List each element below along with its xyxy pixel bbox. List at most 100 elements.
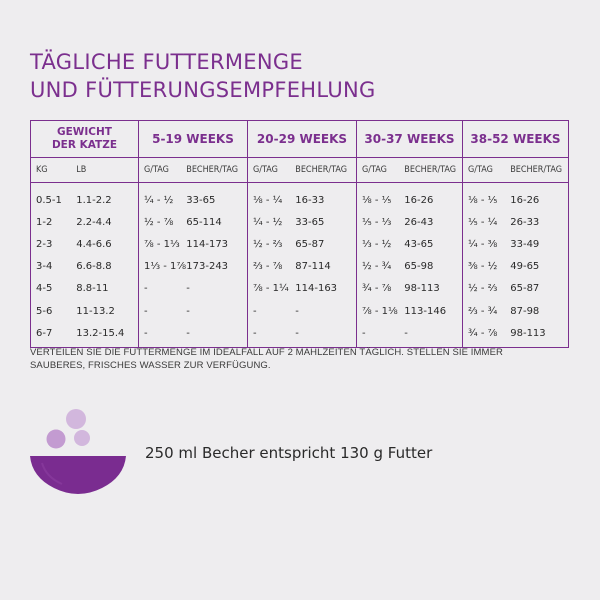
table-cell: ⅞ - 1⅓: [143, 238, 180, 250]
table-cell: -: [252, 305, 257, 317]
table-group-header-row: GEWICHT DER KATZE 5-19 WEEKS 20-29 WEEKS…: [30, 120, 570, 158]
table-cell: 16-26: [399, 182, 463, 212]
table-cell: 16-26: [505, 182, 570, 212]
table-cell: ⅕ - ⅓: [362, 216, 392, 228]
table-cell: ⅔ - ⅞: [252, 261, 283, 273]
table-cell: 2.2-4.4: [71, 211, 139, 234]
note-line-1: VERTEILEN SIE DIE FUTTERMENGE IM IDEALFA…: [30, 347, 503, 358]
weight-header-line-2: DER KATZE: [51, 139, 117, 151]
table-cell: ⅜ - ½: [467, 261, 498, 273]
table-cell: 114-163: [290, 277, 358, 300]
title-line-2: UND FÜTTERUNGSEMPFEHLUNG: [30, 78, 376, 102]
table-cell: 98-113: [505, 322, 570, 349]
feeding-table: GEWICHT DER KATZE 5-19 WEEKS 20-29 WEEKS…: [30, 120, 570, 349]
table-cell: 2-3: [30, 233, 72, 256]
table-cell: 13.2-15.4: [71, 322, 139, 349]
table-cell: ⅛ - ⅕: [467, 194, 498, 206]
table-cell: 4.4-6.6: [71, 233, 139, 256]
table-cell: ¼ - ½: [252, 216, 283, 228]
table-cell: 173-243: [181, 255, 248, 278]
table-cell: ⅞ - 1¼: [252, 283, 289, 295]
table-cell: 6-7: [30, 322, 72, 349]
table-cell: ½ - ⅔: [467, 283, 498, 295]
sub-header-lb: LB: [71, 157, 139, 183]
table-cell: 6.6-8.8: [71, 255, 139, 278]
food-bowl-icon: [28, 405, 128, 500]
table-cell: 5-6: [30, 299, 72, 323]
cup-equivalence-text: 250 ml Becher entspricht 130 g Futter: [145, 444, 433, 462]
table-cell: 26-43: [399, 211, 463, 234]
sub-header-cup: BECHER/TAG: [290, 157, 358, 183]
table-cell: 33-65: [181, 182, 248, 212]
age-group-header: 5-19 WEEKS: [138, 120, 248, 158]
table-row: 1-2 2.2-4.4 ½ - ⅞ 65-114 ¼ - ½ 33-65 ⅕ - ⅓ 26-4…: [30, 211, 570, 234]
sub-header-cup: BECHER/TAG: [181, 157, 248, 183]
table-cell: 87-98: [505, 299, 570, 323]
table-cell: 65-98: [399, 255, 463, 278]
table-cell: 113-146: [399, 299, 463, 323]
sub-header-g: G/TAG: [138, 157, 182, 183]
sub-header-g: G/TAG: [247, 157, 291, 183]
sub-header-g: G/TAG: [462, 157, 506, 183]
table-cell: -: [290, 322, 358, 349]
table-cell: -: [143, 283, 148, 295]
table-cell: -: [290, 299, 358, 323]
table-cell: ¼ - ½: [143, 194, 174, 206]
table-cell: ½ - ⅞: [143, 216, 174, 228]
table-row: 4-5 8.8-11- - ⅞ - 1¼ 114-163 ¾ - ⅞ 98-113 ½ - ⅔…: [30, 277, 570, 300]
table-cell: 43-65: [399, 233, 463, 256]
table-cell: ⅞ - 1⅛: [362, 305, 398, 317]
weight-header-line-1: GEWICHT: [57, 126, 112, 138]
table-cell: 0.5-1: [30, 182, 72, 212]
sub-header-g: G/TAG: [356, 157, 400, 183]
table-cell: 4-5: [30, 277, 72, 300]
table-sub-header-row: KG LB G/TAG BECHER/TAG G/TAG BECHER/TAG …: [30, 157, 570, 183]
table-cell: ⅓ - ½: [362, 238, 392, 250]
table-cell: 16-33: [290, 182, 358, 212]
sub-header-cup: BECHER/TAG: [505, 157, 570, 183]
table-cell: 11-13.2: [71, 299, 139, 323]
table-cell: ⅛ - ¼: [252, 194, 283, 206]
table-cell: -: [247, 322, 291, 349]
table-cell: 1.1-2.2: [71, 182, 139, 212]
table-cell: 114-173: [181, 233, 248, 256]
table-cell: -: [181, 322, 248, 349]
table-cell: 98-113: [399, 277, 463, 300]
table-cell: ⅔ - ¾: [467, 305, 498, 317]
age-group-header: 20-29 WEEKS: [247, 120, 358, 158]
table-cell: 65-87: [505, 277, 570, 300]
table-cell: ¾ - ⅞: [362, 283, 392, 295]
feeding-note: VERTEILEN SIE DIE FUTTERMENGE IM IDEALFA…: [30, 346, 570, 372]
table-cell: -: [138, 322, 182, 349]
table-row: 0.5-1 1.1-2.2 ¼ - ½ 33-65 ⅛ - ¼ 16-33 ⅛ - ⅕ 16-…: [30, 182, 570, 212]
sub-header-cup: BECHER/TAG: [399, 157, 463, 183]
table-cell: 3-4: [30, 255, 72, 278]
table-cell: 1-2: [30, 211, 72, 234]
table-cell: ½ - ⅔: [252, 238, 283, 250]
age-group-header: 30-37 WEEKS: [356, 120, 463, 158]
table-cell: 33-49: [505, 233, 570, 256]
age-group-header: 38-52 WEEKS: [462, 120, 570, 158]
table-cell: -: [143, 305, 148, 317]
sub-header-kg: KG: [30, 157, 72, 183]
table-cell: 65-114: [181, 211, 248, 234]
page-title: TÄGLICHE FUTTERMENGE UND FÜTTERUNGSEMPFE…: [30, 48, 376, 104]
table-cell: 1⅓ - 1⅞: [143, 261, 187, 273]
table-cell: ¾ - ⅞: [462, 322, 506, 349]
weight-group-header: GEWICHT DER KATZE: [30, 120, 139, 158]
table-cell: 65-87: [290, 233, 358, 256]
table-cell: 87-114: [290, 255, 358, 278]
table-cell: 8.8-11: [71, 277, 139, 300]
table-row: 2-3 4.4-6.6 ⅞ - 1⅓ 114-173 ½ - ⅔ 65-87 ⅓ - ½ 43…: [30, 233, 570, 256]
table-cell: 49-65: [505, 255, 570, 278]
table-cell: -: [181, 277, 248, 300]
table-cell: -: [356, 322, 400, 349]
table-cell: -: [399, 322, 463, 349]
table-cell: 26-33: [505, 211, 570, 234]
table-row: 3-4 6.6-8.8 1⅓ - 1⅞ 173-243 ⅔ - ⅞ 87-114 ½ - ¾…: [30, 255, 570, 278]
table-cell: ½ - ¾: [362, 261, 392, 273]
table-cell: 33-65: [290, 211, 358, 234]
note-line-2: SAUBERES, FRISCHES WASSER ZUR VERFÜGUNG.: [30, 360, 271, 371]
table-row: 6-7 13.2-15.4- - - - - - ¾ - ⅞ 98-113: [30, 322, 570, 349]
table-cell: -: [181, 299, 248, 323]
